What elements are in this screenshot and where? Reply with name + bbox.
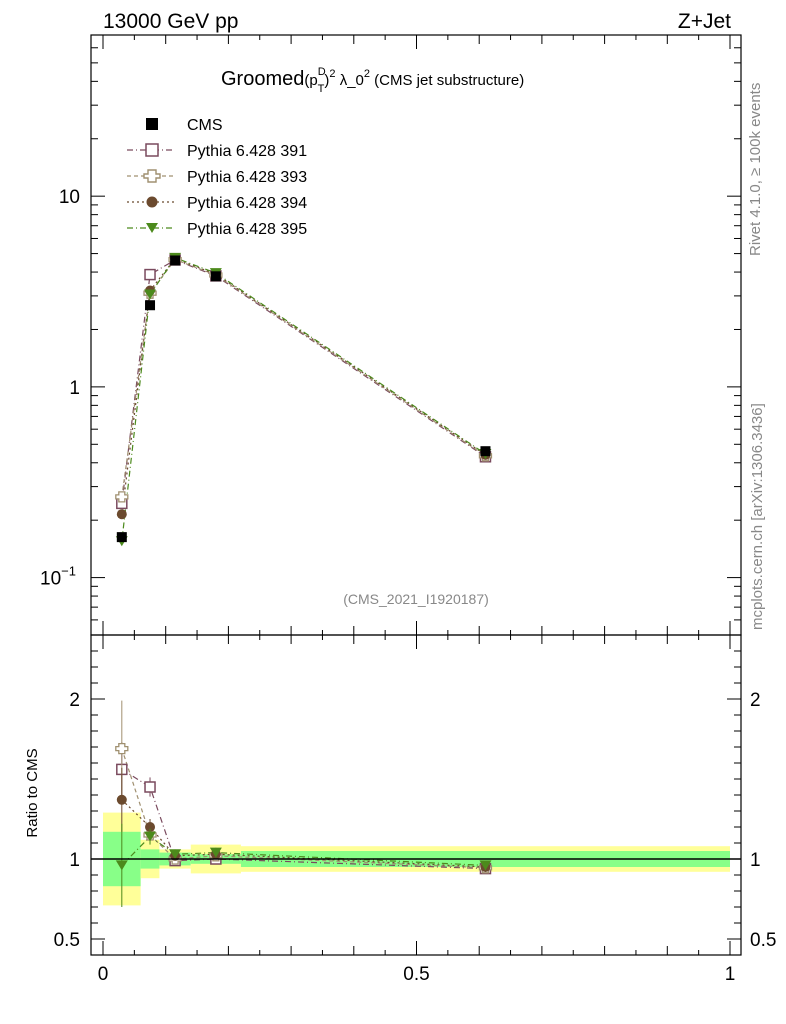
- legend-item-394: Pythia 6.428 394: [127, 195, 307, 212]
- title-suffix: (CMS jet substructure): [370, 72, 524, 89]
- legend-label-cms: CMS: [187, 117, 223, 134]
- legend-marker-391: [145, 143, 159, 157]
- legend-label-391: Pythia 6.428 391: [187, 143, 307, 160]
- legend-marker-393: [143, 169, 161, 183]
- title-p: (p: [304, 72, 317, 89]
- series-line-ratio: [121, 768, 486, 870]
- series-lines-layer: [121, 257, 486, 870]
- title-prefix: Groomed: [221, 68, 304, 90]
- header-right: Z+Jet: [678, 10, 731, 33]
- legend-label-394: Pythia 6.428 394: [187, 195, 307, 212]
- series-line-main: [121, 259, 486, 504]
- legend-label-395: Pythia 6.428 395: [187, 221, 307, 238]
- header-left: 13000 GeV pp: [103, 10, 238, 33]
- legend-marker-395: [146, 223, 158, 233]
- axes-layer: 0 0.5 1 10−1 1 10 0.5 0.5 1 1 2 2: [40, 34, 776, 985]
- series-line-ratio: [121, 799, 486, 868]
- ratio-frame: [90, 634, 742, 956]
- ratio-point: [145, 822, 156, 832]
- legend-item-395: Pythia 6.428 395: [127, 221, 307, 238]
- x-tick-label: 0: [98, 964, 109, 985]
- series-point: [115, 491, 129, 503]
- legend-item-cms: CMS: [146, 117, 223, 134]
- title-sup-2a: 2: [329, 68, 335, 80]
- x-tick-label: 0.5: [403, 964, 429, 985]
- cms-data-point: [170, 255, 181, 266]
- title-sup-2b: 2: [364, 68, 370, 80]
- legend-item-393: Pythia 6.428 393: [127, 169, 307, 186]
- ratio-y-tick-label-right: 1: [750, 850, 761, 871]
- ratio-point: [144, 781, 156, 793]
- legend-marker-cms: [146, 118, 158, 130]
- data-marks-layer: [115, 252, 493, 907]
- analysis-id: (CMS_2021_I1920187): [343, 591, 489, 607]
- ratio-y-tick-label: 1: [69, 850, 80, 871]
- ratio-point: [169, 849, 182, 860]
- cms-data-point: [145, 300, 156, 311]
- cms-data-point: [116, 532, 127, 543]
- ratio-point: [479, 860, 492, 871]
- title-mid: λ_0: [336, 72, 364, 89]
- legend-label-393: Pythia 6.428 393: [187, 169, 307, 186]
- cms-data-point: [480, 446, 491, 457]
- title-close: ): [324, 72, 329, 89]
- series-line-main: [121, 258, 486, 497]
- series-point: [144, 268, 156, 281]
- legend-marker-394: [146, 196, 158, 208]
- ratio-y-label: Ratio to CMS: [24, 748, 41, 837]
- ratio-point: [144, 831, 157, 842]
- ratio-point: [115, 860, 128, 871]
- ratio-y-tick-label: 2: [69, 690, 80, 711]
- series-point: [116, 509, 127, 520]
- ratio-point: [115, 742, 129, 755]
- title-sup-d: D: [318, 66, 326, 78]
- series-point: [144, 289, 157, 300]
- side-label-mcplots: mcplots.cern.ch [arXiv:1306.3436]: [749, 403, 766, 630]
- legend-item-391: Pythia 6.428 391: [127, 143, 307, 160]
- ratio-point: [209, 847, 222, 858]
- y-tick-label: 1: [69, 378, 80, 399]
- series-line-main: [121, 257, 486, 515]
- side-label-rivet: Rivet 4.1.0, ≥ 100k events: [747, 83, 764, 256]
- title-sub-t: T: [318, 83, 325, 95]
- plot-title: Groomed(pD T)2 λ_02 (CMS jet substructure…: [221, 66, 524, 95]
- series-line-main: [121, 257, 486, 542]
- x-tick-label: 1: [725, 964, 736, 985]
- y-tick-label: 10: [59, 187, 80, 208]
- legend: CMS Pythia 6.428 391 Pythia 6.428 393 Py…: [127, 117, 307, 238]
- y-tick-label: 10−1: [40, 564, 76, 590]
- cms-data-point: [210, 271, 221, 282]
- ratio-y-tick-label: 0.5: [54, 930, 80, 951]
- ratio-point: [116, 794, 127, 805]
- ratio-y-tick-label-right: 0.5: [750, 930, 776, 951]
- ratio-y-tick-label-right: 2: [750, 690, 761, 711]
